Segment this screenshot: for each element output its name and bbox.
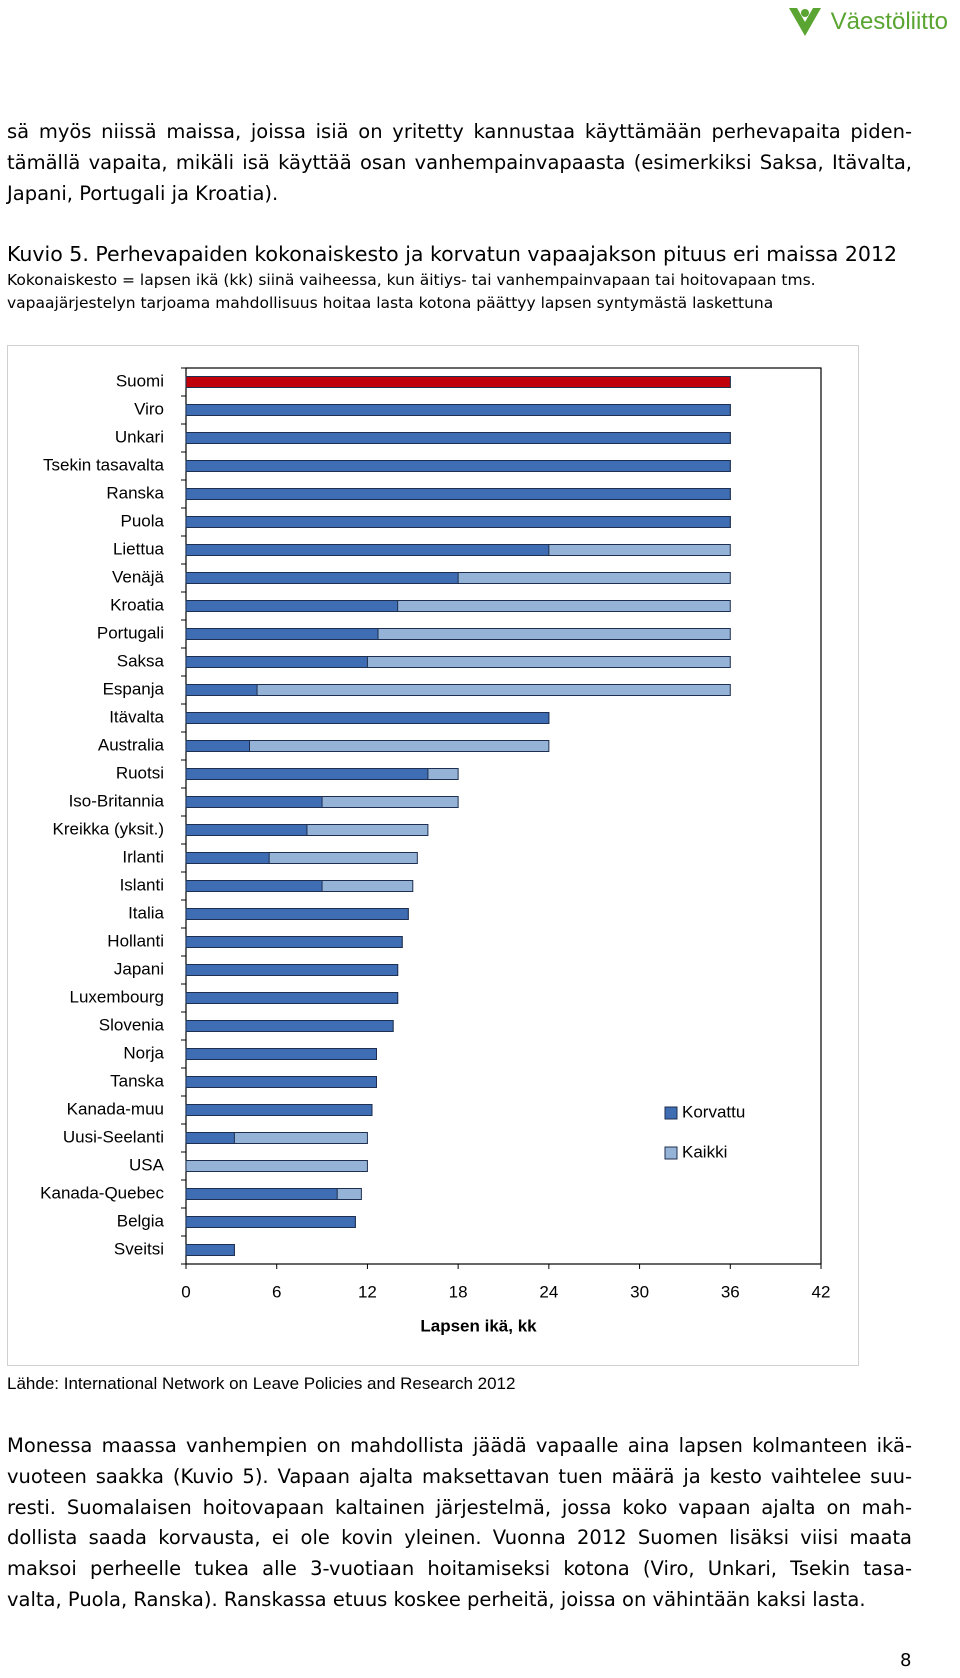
bar <box>185 796 323 808</box>
logo-text: Väestöliitto <box>830 8 948 35</box>
bar <box>185 1020 394 1032</box>
bar <box>185 1132 235 1144</box>
category-label: Luxembourg <box>69 987 164 1006</box>
bar <box>185 852 270 864</box>
bar <box>185 992 399 1004</box>
bar <box>185 712 550 724</box>
x-tick-label: 36 <box>721 1282 740 1301</box>
body-line: dollista saada korvausta, ei ole kovin y… <box>7 1526 912 1549</box>
category-label: Sveitsi <box>114 1239 164 1258</box>
category-label: Ranska <box>106 483 164 502</box>
x-tick-label: 12 <box>358 1282 377 1301</box>
x-tick-label: 6 <box>272 1282 281 1301</box>
body-line: resti. Suomalaisen hoitovapaan kaltainen… <box>7 1496 912 1519</box>
figure-subtitle: vapaajärjestelyn tarjoama mahdollisuus h… <box>7 294 774 312</box>
category-label: Belgia <box>117 1211 165 1230</box>
figure-title: Kuvio 5. Perhevapaiden kokonaiskesto ja … <box>7 242 898 266</box>
category-label: Tsekin tasavalta <box>43 455 164 474</box>
category-label: Saksa <box>117 651 165 670</box>
category-label: Puola <box>121 511 165 530</box>
category-label: Venäjä <box>112 567 165 586</box>
category-label: Viro <box>134 399 164 418</box>
bar <box>185 432 731 444</box>
bar <box>185 964 399 976</box>
logo-icon <box>788 8 821 36</box>
bar <box>185 684 258 696</box>
bar <box>185 1048 377 1060</box>
bar <box>185 544 550 556</box>
bar <box>185 656 368 668</box>
category-label: Irlanti <box>122 847 164 866</box>
legend-swatch <box>664 1146 678 1160</box>
page-number: 8 <box>900 1650 912 1671</box>
category-label: Kreikka (yksit.) <box>53 819 164 838</box>
bar <box>185 460 731 472</box>
bar <box>185 488 731 500</box>
x-tick-label: 24 <box>539 1282 558 1301</box>
body-line: maksoi perheelle tukea alle 3-vuotiaan h… <box>7 1557 912 1580</box>
category-label: Tanska <box>110 1071 164 1090</box>
category-label: Italia <box>128 903 164 922</box>
x-axis-title: Lapsen ikä, kk <box>420 1316 537 1335</box>
x-tick-label: 18 <box>449 1282 468 1301</box>
bar <box>185 1216 356 1228</box>
category-label: Unkari <box>115 427 164 446</box>
category-label: Espanja <box>103 679 165 698</box>
category-label: Iso-Britannia <box>69 791 165 810</box>
bar <box>185 572 459 584</box>
category-label: Suomi <box>116 371 164 390</box>
legend-swatch <box>664 1106 678 1120</box>
bar <box>185 936 403 948</box>
category-label: Liettua <box>113 539 165 558</box>
category-label: Japani <box>114 959 164 978</box>
bar <box>185 516 731 528</box>
chart-frame <box>7 345 859 1366</box>
x-tick-label: 30 <box>630 1282 649 1301</box>
bar <box>185 628 379 640</box>
category-label: Norja <box>123 1043 164 1062</box>
x-tick-label: 0 <box>181 1282 190 1301</box>
bar <box>185 740 250 752</box>
category-label: Itävalta <box>109 707 164 726</box>
source: Lähde: International Network on Leave Po… <box>7 1374 516 1393</box>
bar <box>185 376 731 388</box>
bar <box>185 404 731 416</box>
category-label: Australia <box>98 735 165 754</box>
category-label: Hollanti <box>107 931 164 950</box>
bar <box>185 768 429 780</box>
chart: 0 6 12 18 24 30 36 42 Lapsen ikä, kk Suomi Viro Unk… <box>7 345 859 1366</box>
bar <box>185 600 399 612</box>
bar <box>185 1244 235 1256</box>
body-line: valta, Puola, Ranska). Ranskassa etuus k… <box>7 1588 866 1611</box>
category-label: Portugali <box>97 623 164 642</box>
figure-subtitle: Kokonaiskesto = lapsen ikä (kk) siinä va… <box>7 271 816 289</box>
bar <box>185 1076 377 1088</box>
bar <box>185 880 323 892</box>
intro-line: Japani, Portugali ja Kroatia). <box>7 182 279 205</box>
body-line: Monessa maassa vanhempien on mahdollista… <box>7 1434 912 1457</box>
intro-line: tämällä vapaita, mikäli isä käyttää osan… <box>7 151 912 174</box>
bar <box>185 1160 368 1172</box>
category-label: Kanada-muu <box>67 1099 164 1118</box>
category-label: Ruotsi <box>116 763 164 782</box>
bar <box>185 1188 338 1200</box>
category-label: USA <box>129 1155 165 1174</box>
bar <box>185 824 308 836</box>
body-line: vuoteen saakka (Kuvio 5). Vapaan ajalta … <box>7 1465 912 1488</box>
bar <box>185 908 409 920</box>
legend-label: Kaikki <box>682 1142 727 1161</box>
category-label: Islanti <box>120 875 164 894</box>
bar <box>185 1104 373 1116</box>
category-label: Kanada-Quebec <box>40 1183 164 1202</box>
category-label: Kroatia <box>110 595 164 614</box>
logo: Väestöliitto <box>785 4 948 40</box>
intro-line: sä myös niissä maissa, joissa isiä on yr… <box>7 120 912 143</box>
x-tick-label: 42 <box>812 1282 831 1301</box>
category-label: Slovenia <box>99 1015 165 1034</box>
legend-label: Korvattu <box>682 1102 745 1121</box>
category-label: Uusi-Seelanti <box>63 1127 164 1146</box>
bar <box>185 684 731 696</box>
